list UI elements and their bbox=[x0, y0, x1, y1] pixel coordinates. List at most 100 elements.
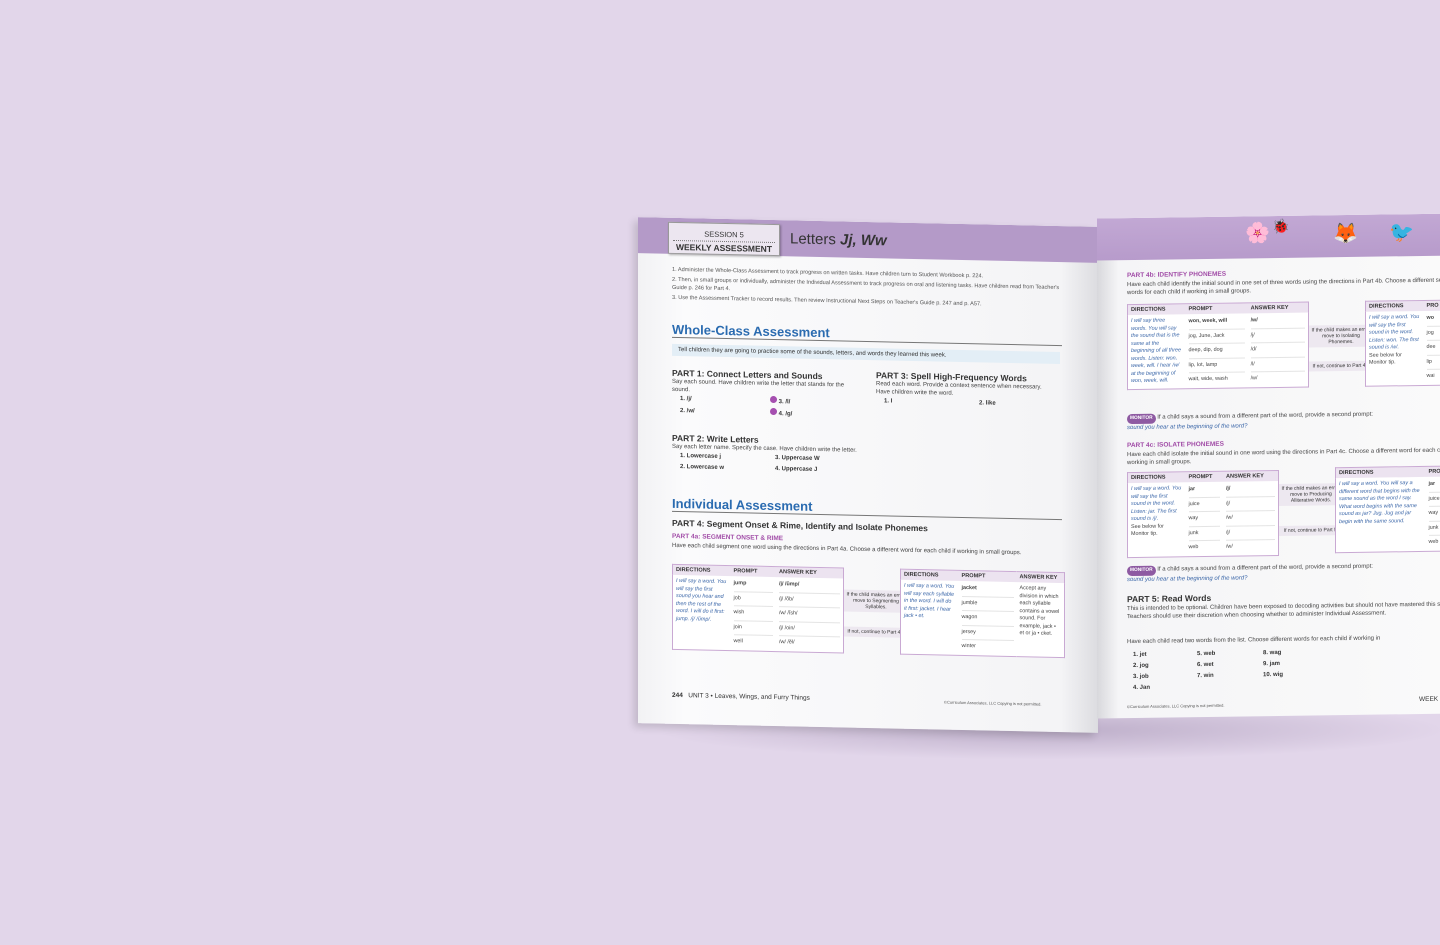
cell-value: deep, dip, dog bbox=[1188, 343, 1245, 359]
cell-value: /w/ bbox=[1250, 375, 1258, 382]
cell-value: /j/ bbox=[1225, 525, 1275, 541]
flower-pot-icon: 🌸 bbox=[1245, 222, 1270, 245]
directions-cell: I will say a word. You will say each syl… bbox=[904, 582, 955, 620]
audio-icon bbox=[770, 395, 777, 404]
cell-value: jog, June, Jack bbox=[1188, 328, 1245, 345]
cell-value: way bbox=[1428, 506, 1440, 522]
cell-value: /j/ /ŏb/ bbox=[778, 592, 840, 609]
part4b-title: PART 4b: IDENTIFY PHONEMES bbox=[1127, 270, 1227, 280]
part4c-table-1: DIRECTIONS PROMPT ANSWER KEY I will say a … bbox=[1127, 469, 1279, 558]
cell-value: job bbox=[733, 591, 773, 608]
cell-value: wish bbox=[733, 606, 773, 622]
list-item: 4. Uppercase J bbox=[775, 466, 818, 473]
cell-value: way bbox=[1188, 511, 1220, 527]
cell-value: /d/ bbox=[1250, 342, 1305, 358]
part4b-table-1: DIRECTIONS PROMPT ANSWER KEY I will say th… bbox=[1127, 301, 1309, 390]
continue-note: If not, continue to Part 4c. bbox=[1309, 360, 1373, 372]
answer-cell: /j/ /ŭmp//j/ /ŏb//w/ /ĭsh//j/ /oin//w/ /… bbox=[776, 577, 844, 652]
error-note: If the child makes an error, move to Seg… bbox=[844, 589, 908, 613]
part5-title: PART 5: Read Words bbox=[1127, 592, 1212, 605]
answer-cell: Accept any division in which each syllab… bbox=[1019, 585, 1060, 637]
cell-value: wagon bbox=[961, 610, 1014, 627]
part2: PART 2: Write Letters Say each letter na… bbox=[672, 433, 862, 477]
directions-cell: I will say three words. You will say the… bbox=[1131, 317, 1182, 385]
word-list: 1. jet 2. jog 3. job 4. Jan 5. web 6. wet 7. w… bbox=[1133, 647, 1323, 694]
session-number: SESSION 5 bbox=[704, 229, 744, 240]
column-header: PROMPT bbox=[1185, 471, 1223, 483]
ladybug-icon: 🐞 bbox=[1272, 217, 1290, 235]
page-title: Letters Jj, Ww bbox=[790, 230, 887, 249]
bird-icon: 🐦 bbox=[1389, 222, 1414, 245]
column-header: PRO bbox=[1425, 465, 1440, 477]
cell-value: jog bbox=[1426, 325, 1440, 341]
continue-note: If not, continue to Part 4b. bbox=[844, 626, 908, 638]
left-page: SESSION 5 WEEKLY ASSESSMENT Letters Jj, W… bbox=[638, 217, 1098, 733]
cell-value: jumble bbox=[961, 596, 1014, 613]
cell-value: join bbox=[733, 620, 773, 637]
monitor-badge: MONITOR bbox=[1127, 565, 1156, 577]
audio-icon bbox=[770, 407, 777, 416]
part4c-desc: Have each child isolate the initial soun… bbox=[1127, 447, 1440, 467]
cell-value: /j/ bbox=[1250, 328, 1305, 344]
cell-value: jar bbox=[1188, 482, 1220, 498]
cell-value: dee bbox=[1426, 340, 1440, 356]
part4a-title: PART 4a: SEGMENT ONSET & RIME bbox=[672, 532, 784, 543]
column-header: ANSWER KEY bbox=[1222, 470, 1279, 482]
word-item: 4. Jan bbox=[1133, 684, 1151, 692]
whole-class-heading: Whole-Class Assessment bbox=[672, 321, 1062, 347]
cell-value: /j/ bbox=[1225, 482, 1275, 498]
cell-value: web bbox=[1428, 538, 1439, 545]
answer-cell: /j//j//w//j//w/ bbox=[1223, 481, 1279, 556]
copyright: ©Curriculum Associates, LLC Copying is n… bbox=[944, 699, 1042, 707]
cell-value: web bbox=[1188, 544, 1199, 551]
cell-value: juice bbox=[1188, 497, 1220, 513]
whole-class-note: Tell children they are going to practice… bbox=[672, 343, 1060, 365]
part4a-table-1: DIRECTIONS PROMPT ANSWER KEY I will say a … bbox=[672, 563, 844, 653]
list-item: 2. like bbox=[979, 400, 996, 407]
session-label: SESSION 5 WEEKLY ASSESSMENT bbox=[668, 221, 780, 257]
cell-value: jacket bbox=[961, 581, 1014, 598]
cell-value: wo bbox=[1426, 311, 1440, 327]
page-footer: 244 UNIT 3 • Leaves, Wings, and Furry Th… bbox=[672, 692, 810, 702]
cell-value: /j/ /oin/ bbox=[778, 621, 840, 638]
part4b-desc: Have each child identify the initial sou… bbox=[1127, 277, 1440, 297]
cell-value: /l/ bbox=[1250, 357, 1305, 373]
part4c-title: PART 4c: ISOLATE PHONEMES bbox=[1127, 440, 1224, 450]
cell-value: won, week, will bbox=[1188, 314, 1245, 330]
page-number: 244 bbox=[672, 691, 683, 700]
cell-value: /j/ bbox=[1225, 496, 1275, 512]
part4a-table-2: DIRECTIONS PROMPT ANSWER KEY I will say a … bbox=[900, 568, 1065, 658]
prompt-cell: jacket jumble wagon jersey winter bbox=[959, 581, 1017, 656]
part4-title: PART 4: Segment Onset & Rime, Identify a… bbox=[672, 517, 928, 534]
cell-value: wai bbox=[1426, 372, 1435, 379]
error-note: If the child makes an error, move to Pro… bbox=[1279, 483, 1343, 506]
directions-cell: I will say a word. You will say a differ… bbox=[1339, 480, 1420, 525]
part5-desc2: Have each child read two words from the … bbox=[1127, 635, 1381, 646]
word-item: 3. job bbox=[1133, 673, 1149, 681]
monitor-tip: MONITOR If a child says a sound from a d… bbox=[1127, 563, 1373, 584]
title-text: Letters bbox=[790, 230, 841, 249]
monitor-badge: MONITOR bbox=[1127, 413, 1156, 425]
answer-cell: /w//j//d//l//w/ bbox=[1248, 313, 1309, 388]
cell-value: lip bbox=[1426, 354, 1440, 370]
part4a-desc: Have each child segment one word using t… bbox=[672, 542, 1022, 557]
prompt-cell: wo jog dee lip wai bbox=[1424, 310, 1440, 385]
list-item: 1. I bbox=[884, 398, 893, 405]
cell-value: junk bbox=[1188, 526, 1220, 542]
directions-cell: I will say a word. You will say the firs… bbox=[1131, 485, 1182, 538]
part1: PART 1: Connect Letters and Sounds Say e… bbox=[672, 368, 852, 422]
title-letters: Jj, Ww bbox=[840, 231, 887, 250]
word-item: 9. jam bbox=[1263, 660, 1281, 668]
cell-value: /w/ bbox=[1225, 543, 1233, 550]
cell-value: junk bbox=[1428, 520, 1440, 536]
part3: PART 3: Spell High-Frequency Words Read … bbox=[876, 370, 1051, 411]
cell-value: /w/ bbox=[1225, 511, 1275, 527]
fox-icon: 🦊 bbox=[1333, 222, 1358, 246]
prompt-cell: jar juice way junk web bbox=[1186, 482, 1223, 557]
cell-value: /j/ /ŭmp/ bbox=[778, 578, 840, 594]
individual-heading: Individual Assessment bbox=[672, 495, 1062, 521]
cell-value: /w/ /ĕl/ bbox=[778, 639, 795, 646]
prompt-cell: jar juice way junk web bbox=[1426, 476, 1440, 551]
part5-desc: This is intended to be optional. Childre… bbox=[1127, 601, 1440, 621]
prompt-cell: won, week, will jog, June, Jack deep, dip,… bbox=[1186, 313, 1248, 388]
